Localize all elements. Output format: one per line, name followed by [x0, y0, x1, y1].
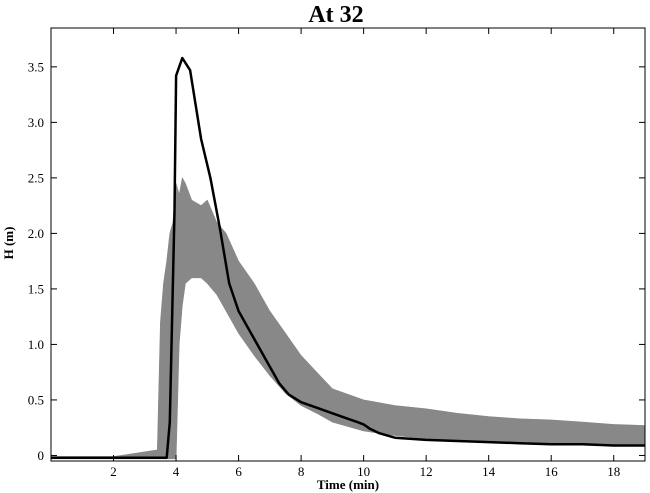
x-tick-label: 18 — [607, 464, 620, 479]
y-tick-label: 2.5 — [28, 170, 44, 185]
chart-title: At 32 — [308, 2, 363, 28]
y-axis: 0 0.5 1.0 1.5 2.0 2.5 3.0 3.5 — [28, 59, 645, 463]
y-tick-label: 3.0 — [28, 115, 44, 130]
y-tick-label: 0.5 — [28, 392, 44, 407]
x-tick-label: 6 — [235, 464, 242, 479]
x-tick-label: 16 — [545, 464, 559, 479]
x-tick-label: 10 — [357, 464, 370, 479]
x-tick-label: 2 — [110, 464, 117, 479]
x-tick-label: 8 — [298, 464, 305, 479]
y-axis-label: H (m) — [1, 227, 16, 260]
y-tick-label: 1.0 — [28, 337, 44, 352]
plot-area — [50, 27, 646, 462]
series-band-0 — [51, 177, 645, 460]
plot-frame — [50, 27, 646, 462]
y-tick-label: 2.0 — [28, 226, 44, 241]
x-tick-label: 12 — [420, 464, 433, 479]
series-line-1 — [51, 56, 645, 459]
x-tick-label: 4 — [173, 464, 180, 479]
y-tick-label: 0 — [38, 448, 45, 463]
y-tick-label: 1.5 — [28, 281, 44, 296]
y-tick-label: 3.5 — [28, 59, 44, 74]
x-tick-label: 14 — [482, 464, 496, 479]
x-axis: 2 4 6 8 10 12 14 16 18 — [110, 28, 620, 479]
x-axis-label: Time (min) — [317, 477, 379, 492]
